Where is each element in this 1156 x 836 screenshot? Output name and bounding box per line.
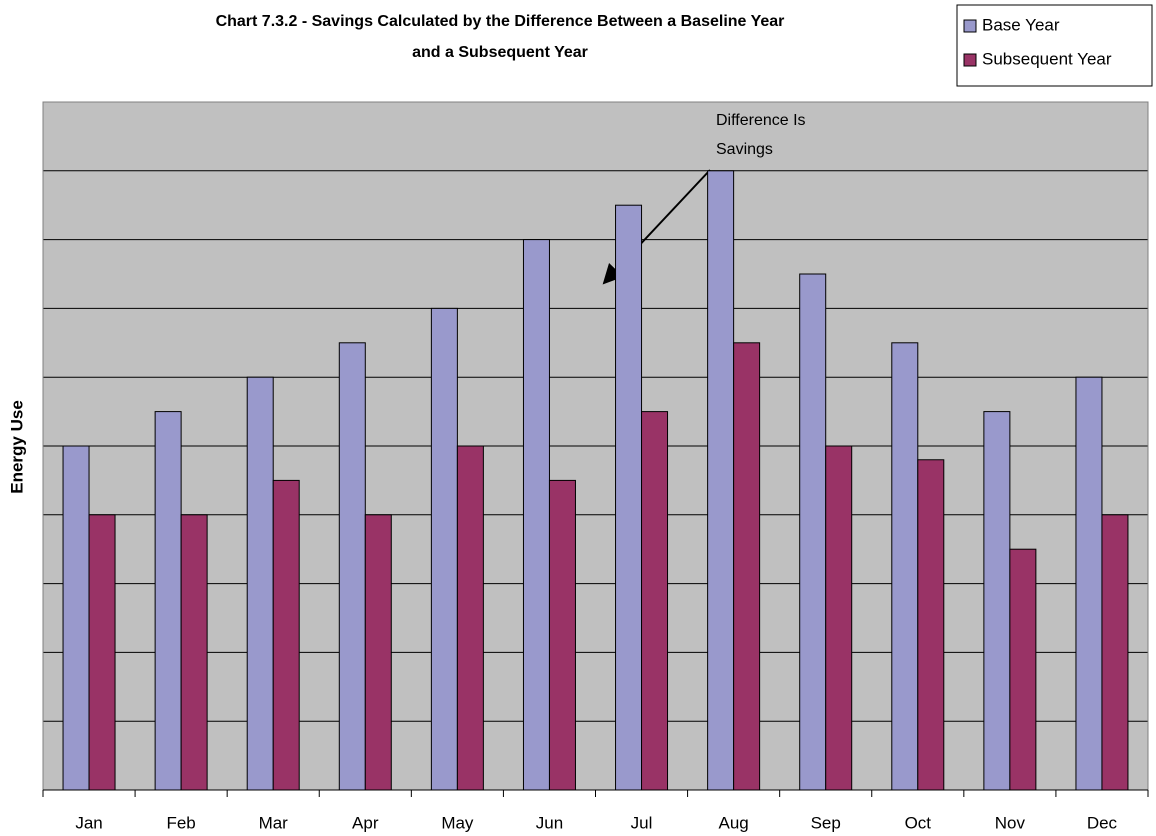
legend-label: Base Year — [982, 15, 1060, 34]
x-tick-label: Dec — [1087, 813, 1118, 832]
legend-swatch — [963, 19, 977, 33]
bar — [88, 514, 116, 791]
x-tick-label: Oct — [905, 813, 932, 832]
annotation: Difference Is — [716, 112, 806, 129]
legend — [956, 4, 1153, 87]
legend-label: Subsequent Year — [982, 49, 1112, 68]
bar — [548, 479, 576, 791]
annotation: Savings — [716, 141, 773, 158]
bar — [180, 514, 208, 791]
x-tick-label: Feb — [166, 813, 195, 832]
x-tick-label: Nov — [995, 813, 1026, 832]
y-axis-label: Energy Use — [7, 400, 26, 494]
bar — [456, 445, 484, 791]
bar — [1009, 548, 1037, 791]
bar — [891, 342, 919, 791]
bar — [364, 514, 392, 791]
x-tick-label: May — [441, 813, 474, 832]
bar — [825, 445, 853, 791]
bar — [641, 411, 669, 791]
bar — [799, 273, 827, 791]
bar — [272, 479, 300, 791]
bar — [615, 204, 643, 791]
bar — [733, 342, 761, 791]
bar — [983, 411, 1011, 791]
bar — [917, 459, 945, 791]
chart-title: and a Subsequent Year — [412, 44, 588, 61]
x-tick-label: Mar — [259, 813, 289, 832]
x-tick-label: Aug — [719, 813, 749, 832]
bar — [338, 342, 366, 791]
bar — [707, 170, 735, 791]
bar — [1101, 514, 1129, 791]
bar — [430, 307, 458, 791]
legend-swatch — [963, 53, 977, 67]
bar — [62, 445, 90, 791]
x-tick-label: Sep — [811, 813, 841, 832]
bar — [246, 376, 274, 791]
x-tick-label: Jul — [631, 813, 653, 832]
bar — [154, 411, 182, 791]
x-tick-label: Jan — [75, 813, 102, 832]
bar — [1075, 376, 1103, 791]
x-tick-label: Jun — [536, 813, 563, 832]
x-tick-label: Apr — [352, 813, 379, 832]
bar — [522, 239, 550, 791]
chart-title: Chart 7.3.2 - Savings Calculated by the … — [216, 13, 785, 30]
